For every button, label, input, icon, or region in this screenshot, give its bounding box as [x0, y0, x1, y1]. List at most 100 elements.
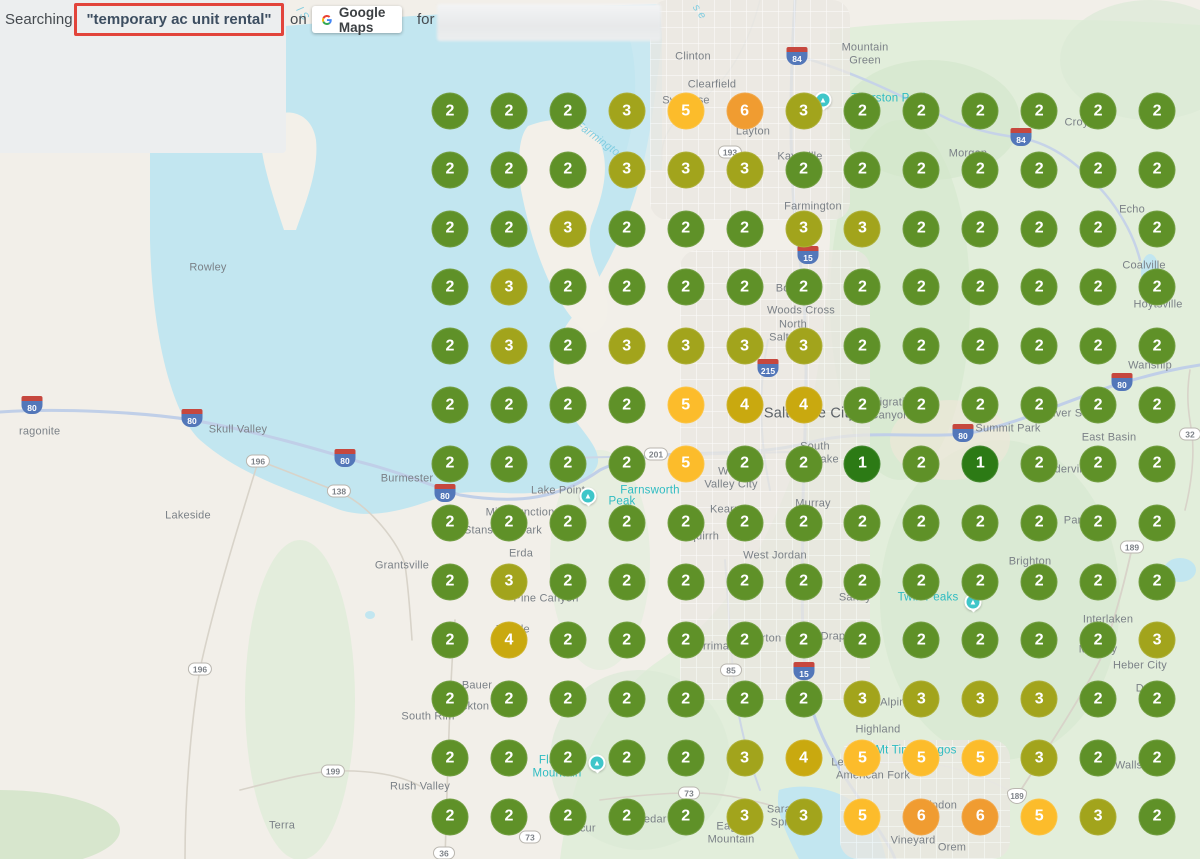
rank-marker-r8-c13[interactable]: 2 — [1138, 504, 1176, 542]
rank-marker-r11-c6[interactable]: 2 — [726, 680, 764, 718]
rank-marker-r1-c6[interactable]: 6 — [726, 92, 764, 130]
rank-marker-r6-c9[interactable]: 2 — [902, 386, 940, 424]
rank-marker-r3-c11[interactable]: 2 — [1020, 210, 1058, 248]
rank-marker-r5-c2[interactable]: 3 — [490, 327, 528, 365]
rank-marker-r5-c6[interactable]: 3 — [726, 327, 764, 365]
rank-marker-r13-c9[interactable]: 6 — [902, 798, 940, 836]
rank-marker-r8-c11[interactable]: 2 — [1020, 504, 1058, 542]
rank-marker-r13-c6[interactable]: 3 — [726, 798, 764, 836]
rank-marker-r1-c5[interactable]: 5 — [667, 92, 705, 130]
rank-marker-r11-c10[interactable]: 3 — [961, 680, 999, 718]
rank-marker-r4-c13[interactable]: 2 — [1138, 268, 1176, 306]
rank-marker-r12-c13[interactable]: 2 — [1138, 739, 1176, 777]
rank-marker-r11-c12[interactable]: 2 — [1079, 680, 1117, 718]
rank-marker-r10-c13[interactable]: 3 — [1138, 621, 1176, 659]
rank-marker-r7-c3[interactable]: 2 — [549, 445, 587, 483]
rank-marker-r2-c9[interactable]: 2 — [902, 151, 940, 189]
rank-marker-r6-c12[interactable]: 2 — [1079, 386, 1117, 424]
rank-marker-r9-c2[interactable]: 3 — [490, 563, 528, 601]
google-maps-chip[interactable]: Google Maps — [312, 5, 402, 35]
rank-marker-r13-c12[interactable]: 3 — [1079, 798, 1117, 836]
rank-marker-r4-c2[interactable]: 3 — [490, 268, 528, 306]
rank-marker-r6-c6[interactable]: 4 — [726, 386, 764, 424]
rank-marker-r10-c5[interactable]: 2 — [667, 621, 705, 659]
rank-marker-r12-c12[interactable]: 2 — [1079, 739, 1117, 777]
rank-marker-r8-c3[interactable]: 2 — [549, 504, 587, 542]
rank-marker-r10-c3[interactable]: 2 — [549, 621, 587, 659]
rank-marker-r4-c7[interactable]: 2 — [785, 268, 823, 306]
rank-marker-r10-c12[interactable]: 2 — [1079, 621, 1117, 659]
rank-marker-r4-c3[interactable]: 2 — [549, 268, 587, 306]
rank-marker-r2-c13[interactable]: 2 — [1138, 151, 1176, 189]
rank-marker-r5-c4[interactable]: 3 — [608, 327, 646, 365]
rank-marker-r9-c10[interactable]: 2 — [961, 563, 999, 601]
rank-marker-r6-c4[interactable]: 2 — [608, 386, 646, 424]
rank-marker-r3-c2[interactable]: 2 — [490, 210, 528, 248]
rank-marker-r6-c3[interactable]: 2 — [549, 386, 587, 424]
rank-marker-r7-c4[interactable]: 2 — [608, 445, 646, 483]
rank-marker-r5-c11[interactable]: 2 — [1020, 327, 1058, 365]
rank-marker-r10-c7[interactable]: 2 — [785, 621, 823, 659]
rank-marker-r13-c4[interactable]: 2 — [608, 798, 646, 836]
rank-marker-r8-c9[interactable]: 2 — [902, 504, 940, 542]
rank-marker-r4-c8[interactable]: 2 — [843, 268, 881, 306]
rank-marker-r2-c8[interactable]: 2 — [843, 151, 881, 189]
rank-marker-r8-c4[interactable]: 2 — [608, 504, 646, 542]
rank-marker-r5-c8[interactable]: 2 — [843, 327, 881, 365]
rank-marker-r11-c3[interactable]: 2 — [549, 680, 587, 718]
rank-marker-r13-c1[interactable]: 2 — [431, 798, 469, 836]
rank-marker-r4-c12[interactable]: 2 — [1079, 268, 1117, 306]
rank-marker-r13-c8[interactable]: 5 — [843, 798, 881, 836]
rank-marker-r10-c1[interactable]: 2 — [431, 621, 469, 659]
rank-marker-r7-c6[interactable]: 2 — [726, 445, 764, 483]
rank-marker-r2-c7[interactable]: 2 — [785, 151, 823, 189]
rank-marker-r11-c8[interactable]: 3 — [843, 680, 881, 718]
rank-marker-r12-c11[interactable]: 3 — [1020, 739, 1058, 777]
rank-marker-r11-c9[interactable]: 3 — [902, 680, 940, 718]
rank-marker-r8-c8[interactable]: 2 — [843, 504, 881, 542]
rank-marker-r7-c1[interactable]: 2 — [431, 445, 469, 483]
rank-marker-r8-c2[interactable]: 2 — [490, 504, 528, 542]
rank-marker-r9-c9[interactable]: 2 — [902, 563, 940, 601]
rank-marker-r1-c13[interactable]: 2 — [1138, 92, 1176, 130]
rank-marker-r12-c6[interactable]: 3 — [726, 739, 764, 777]
rank-marker-r11-c4[interactable]: 2 — [608, 680, 646, 718]
rank-marker-r4-c11[interactable]: 2 — [1020, 268, 1058, 306]
rank-marker-r9-c3[interactable]: 2 — [549, 563, 587, 601]
rank-marker-r2-c3[interactable]: 2 — [549, 151, 587, 189]
rank-marker-r12-c7[interactable]: 4 — [785, 739, 823, 777]
rank-marker-r7-c7[interactable]: 2 — [785, 445, 823, 483]
rank-marker-r11-c2[interactable]: 2 — [490, 680, 528, 718]
rank-marker-r7-c11[interactable]: 2 — [1020, 445, 1058, 483]
rank-marker-r11-c13[interactable]: 2 — [1138, 680, 1176, 718]
rank-marker-r13-c5[interactable]: 2 — [667, 798, 705, 836]
rank-marker-r9-c6[interactable]: 2 — [726, 563, 764, 601]
rank-marker-r3-c3[interactable]: 3 — [549, 210, 587, 248]
rank-marker-r1-c3[interactable]: 2 — [549, 92, 587, 130]
rank-marker-r12-c10[interactable]: 5 — [961, 739, 999, 777]
rank-marker-r8-c12[interactable]: 2 — [1079, 504, 1117, 542]
rank-marker-r1-c1[interactable]: 2 — [431, 92, 469, 130]
rank-marker-r8-c10[interactable]: 2 — [961, 504, 999, 542]
rank-marker-r7-c8[interactable]: 1 — [843, 445, 881, 483]
rank-marker-r6-c7[interactable]: 4 — [785, 386, 823, 424]
rank-marker-r10-c9[interactable]: 2 — [902, 621, 940, 659]
rank-marker-r7-c12[interactable]: 2 — [1079, 445, 1117, 483]
rank-marker-r5-c3[interactable]: 2 — [549, 327, 587, 365]
rank-marker-r6-c11[interactable]: 2 — [1020, 386, 1058, 424]
rank-marker-r5-c7[interactable]: 3 — [785, 327, 823, 365]
rank-marker-r4-c10[interactable]: 2 — [961, 268, 999, 306]
rank-marker-r6-c5[interactable]: 5 — [667, 386, 705, 424]
rank-marker-r6-c13[interactable]: 2 — [1138, 386, 1176, 424]
rank-marker-r11-c1[interactable]: 2 — [431, 680, 469, 718]
rank-marker-r1-c2[interactable]: 2 — [490, 92, 528, 130]
rank-marker-r6-c1[interactable]: 2 — [431, 386, 469, 424]
rank-marker-r9-c13[interactable]: 2 — [1138, 563, 1176, 601]
rank-marker-r2-c5[interactable]: 3 — [667, 151, 705, 189]
rank-marker-r12-c3[interactable]: 2 — [549, 739, 587, 777]
rank-marker-r1-c12[interactable]: 2 — [1079, 92, 1117, 130]
rank-marker-r8-c5[interactable]: 2 — [667, 504, 705, 542]
rank-marker-r6-c8[interactable]: 2 — [843, 386, 881, 424]
rank-marker-r5-c13[interactable]: 2 — [1138, 327, 1176, 365]
rank-marker-r1-c4[interactable]: 3 — [608, 92, 646, 130]
